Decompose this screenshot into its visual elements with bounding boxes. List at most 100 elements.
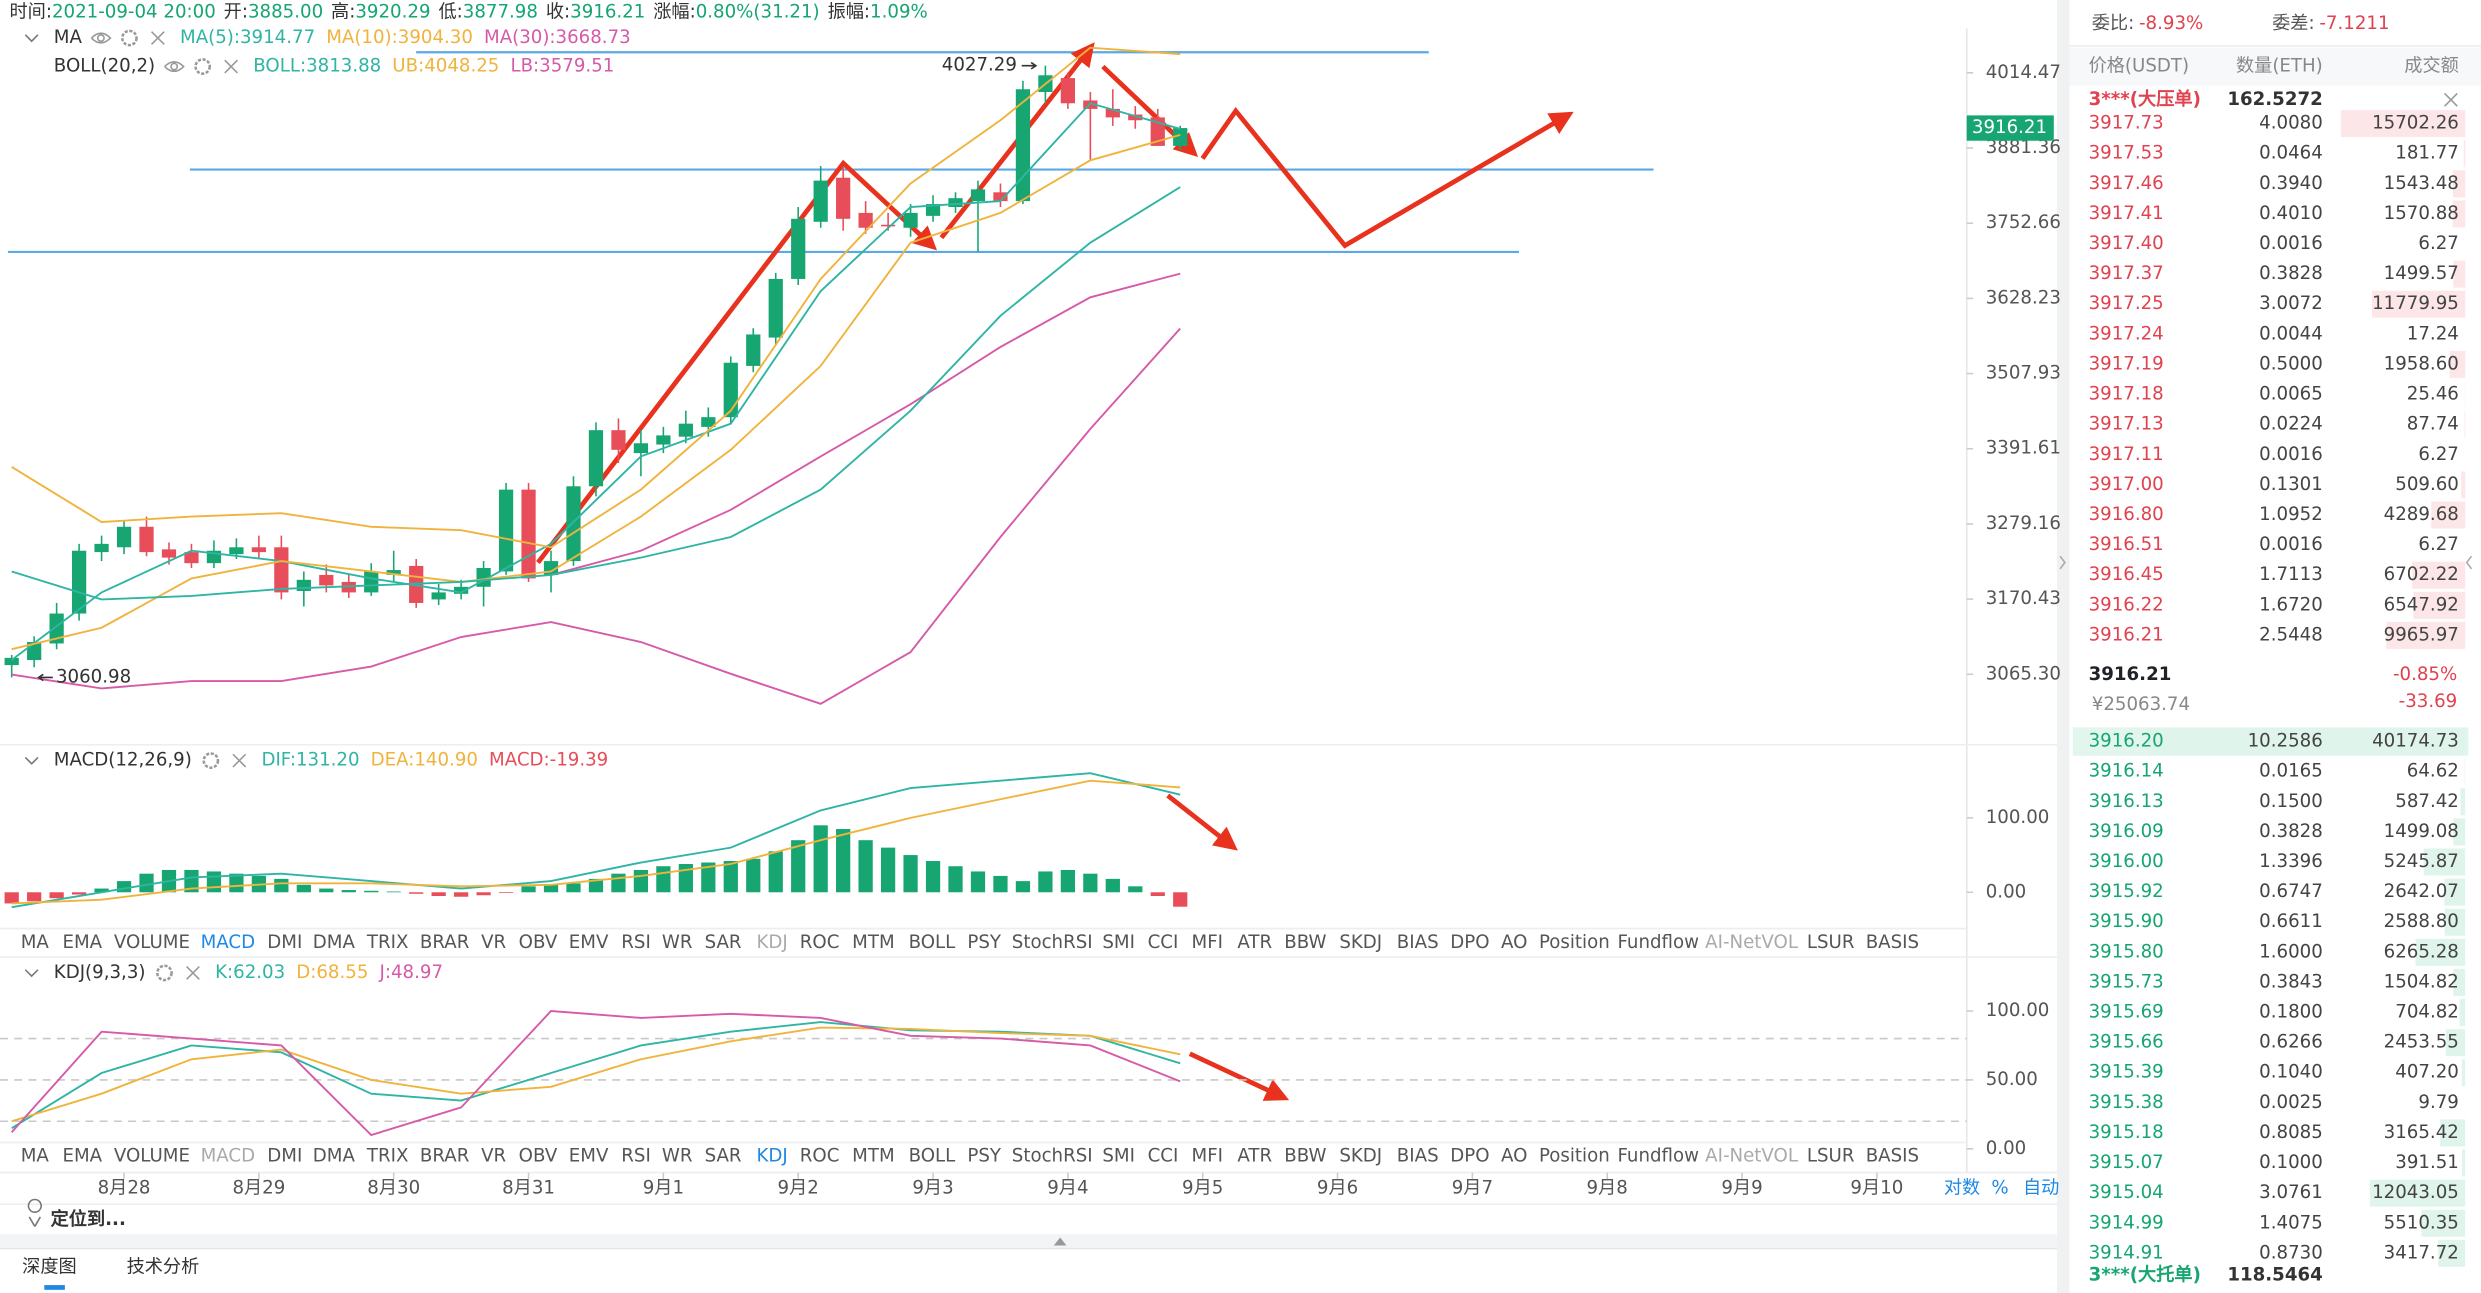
book-amount[interactable]: 5245.87 [2384,851,2459,872]
indicator-tab[interactable]: RSI [621,932,651,953]
book-qty[interactable]: 3.0072 [2259,293,2323,314]
indicator-tab[interactable]: BBW [1284,1146,1326,1167]
indicator-tab[interactable]: AO [1501,1146,1527,1167]
indicator-tab[interactable]: VOLUME [114,932,190,953]
eye-icon[interactable] [90,32,112,44]
book-amount[interactable]: 12043.05 [2372,1182,2459,1203]
book-price[interactable]: 3917.00 [2089,474,2164,495]
book-qty[interactable]: 0.1000 [2259,1152,2323,1173]
indicator-tab[interactable]: SMI [1102,932,1135,953]
indicator-tab[interactable]: EMA [62,932,102,953]
book-amount[interactable]: 2588.80 [2384,911,2459,932]
book-amount[interactable]: 6.27 [2418,444,2458,465]
indicator-tab[interactable]: AI-NetVOL [1705,1146,1799,1167]
book-qty[interactable]: 1.6720 [2259,594,2323,615]
book-price[interactable]: 3917.24 [2089,323,2164,344]
book-qty[interactable]: 0.5000 [2259,353,2323,374]
book-price[interactable]: 3915.90 [2089,911,2164,932]
book-qty[interactable]: 0.0016 [2259,233,2323,254]
book-amount[interactable]: 64.62 [2407,761,2459,782]
remove-icon[interactable] [150,31,165,45]
indicator-tab[interactable]: RSI [621,1146,651,1167]
indicator-tab[interactable]: BOLL [909,932,957,953]
indicator-tab[interactable]: Position [1539,932,1610,953]
axis-option[interactable]: 对数 [1944,1177,1980,1198]
indicator-tab[interactable]: SAR [705,1146,742,1167]
indicator-tab[interactable]: VOLUME [114,1146,190,1167]
indicator-tab[interactable]: EMV [569,1146,609,1167]
book-amount[interactable]: 2453.55 [2384,1032,2459,1053]
gutter-arrow[interactable] [2465,555,2473,570]
indicator-tab[interactable]: MACD [201,932,255,953]
book-qty[interactable]: 0.0224 [2259,414,2323,435]
book-price[interactable]: 3915.92 [2089,881,2164,902]
indicator-tab[interactable]: StochRSI [1012,1146,1093,1167]
indicator-tab[interactable]: MACD [201,1146,255,1167]
book-price[interactable]: 3916.09 [2089,821,2164,842]
book-price[interactable]: 3915.66 [2089,1032,2164,1053]
book-qty[interactable]: 0.3843 [2259,971,2323,992]
indicator-tab[interactable]: BRAR [420,932,470,953]
indicator-tab[interactable]: KDJ [757,1146,788,1167]
book-price[interactable]: 3915.38 [2089,1092,2164,1113]
indicator-tab[interactable]: WR [662,1146,693,1167]
indicator-tab[interactable]: TRIX [366,1146,409,1167]
book-qty[interactable]: 0.4010 [2259,203,2323,224]
book-amount[interactable]: 5510.35 [2384,1212,2459,1233]
indicator-tab[interactable]: BOLL [909,1146,957,1167]
book-qty[interactable]: 10.2586 [2248,731,2323,752]
book-amount[interactable]: 6702.22 [2384,564,2459,585]
indicator-tab[interactable]: BIAS [1397,932,1439,953]
book-price[interactable]: 3915.80 [2089,941,2164,962]
book-qty[interactable]: 0.1040 [2259,1062,2323,1083]
book-price[interactable]: 3915.18 [2089,1122,2164,1143]
book-amount[interactable]: 1543.48 [2384,173,2459,194]
indicator-tab[interactable]: DPO [1450,932,1489,953]
book-amount[interactable]: 11779.95 [2372,293,2459,314]
book-price[interactable]: 3917.37 [2089,263,2164,284]
settings-icon[interactable] [202,752,220,769]
indicator-tab[interactable]: MFI [1192,932,1224,953]
book-price[interactable]: 3916.22 [2089,594,2164,615]
indicator-tab[interactable]: MA [21,1146,50,1167]
indicator-tab[interactable]: MTM [852,932,894,953]
book-amount[interactable]: 3417.72 [2384,1242,2459,1263]
remove-icon[interactable] [232,753,247,768]
indicator-tab[interactable]: EMV [569,932,609,953]
book-price[interactable]: 3915.07 [2089,1152,2164,1173]
indicator-tab[interactable]: KDJ [757,932,788,953]
book-qty[interactable]: 0.1800 [2259,1002,2323,1023]
book-price[interactable]: 3916.45 [2089,564,2164,585]
remove-icon[interactable] [186,966,200,980]
indicator-tab[interactable]: BRAR [420,1146,470,1167]
indicator-tab[interactable]: BASIS [1866,1146,1919,1167]
book-qty[interactable]: 0.0044 [2259,323,2323,344]
indicator-tab[interactable]: VR [481,1146,506,1167]
settings-icon[interactable] [156,964,173,982]
book-qty[interactable]: 0.0065 [2259,384,2323,405]
axis-option[interactable]: % [1991,1177,2008,1198]
book-price[interactable]: 3916.00 [2089,851,2164,872]
book-qty[interactable]: 3.0761 [2259,1182,2323,1203]
book-qty[interactable]: 0.0025 [2259,1092,2323,1113]
indicator-tab[interactable]: CCI [1148,932,1179,953]
remove-icon[interactable] [224,59,238,74]
book-price[interactable]: 3917.73 [2089,113,2164,134]
book-price[interactable]: 3917.41 [2089,203,2164,224]
book-qty[interactable]: 0.6611 [2259,911,2323,932]
book-amount[interactable]: 2642.07 [2384,881,2459,902]
book-amount[interactable]: 587.42 [2395,791,2459,812]
indicator-tab[interactable]: MFI [1192,1146,1224,1167]
indicator-tab[interactable]: PSY [967,932,1001,953]
book-price[interactable]: 3917.11 [2089,444,2164,465]
book-price[interactable]: 3915.39 [2089,1062,2164,1083]
book-amount[interactable]: 1499.08 [2384,821,2459,842]
book-qty[interactable]: 1.0952 [2259,504,2323,525]
book-qty[interactable]: 1.6000 [2259,941,2323,962]
book-price[interactable]: 3917.53 [2089,143,2164,164]
indicator-tab[interactable]: ROC [800,1146,840,1167]
book-price[interactable]: 3915.69 [2089,1002,2164,1023]
book-amount[interactable]: 9965.97 [2384,624,2459,645]
indicator-tab[interactable]: AO [1501,932,1527,953]
book-price[interactable]: 3916.80 [2089,504,2164,525]
